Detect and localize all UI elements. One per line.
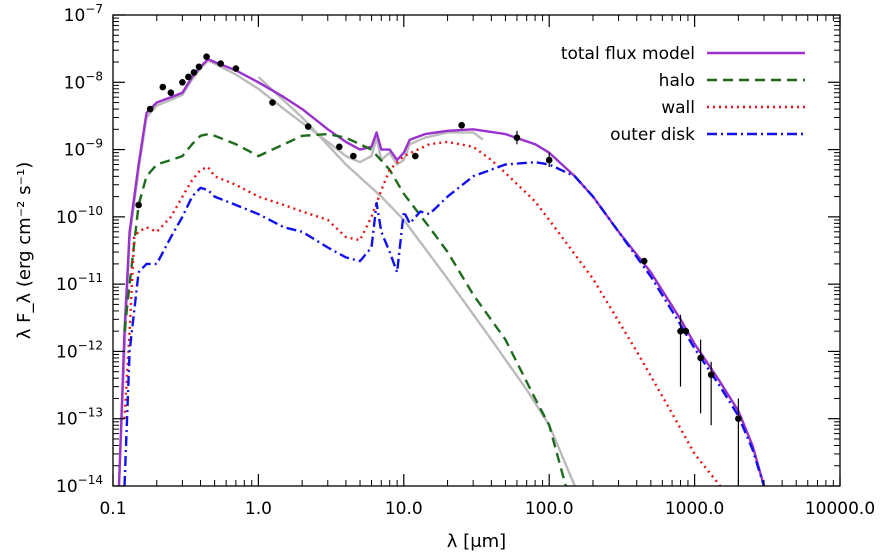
data-point [458, 121, 465, 129]
series-line-halo [123, 132, 567, 486]
data-point [217, 60, 224, 67]
legend: total flux model halo wall outer disk [561, 44, 805, 145]
data-point [195, 63, 203, 71]
legend-label: halo [659, 71, 695, 91]
data-point-marker [350, 152, 357, 160]
data-point-marker [640, 257, 648, 265]
series-line-gray-4 [117, 59, 484, 486]
plot-frame [112, 14, 841, 487]
y-tick-label: 10−9 [64, 137, 103, 161]
ticks-layer: 0.1 1.0 10.0 100.0 1000.0 10000.0 10−14 10−13 10… [56, 2, 875, 519]
data-point-marker [203, 53, 210, 61]
x-tick-label: 0.1 [99, 499, 126, 519]
data-point [146, 105, 154, 113]
data-point [135, 201, 142, 209]
data-point-marker [412, 152, 419, 160]
data-point [269, 99, 276, 106]
data-point-marker [304, 123, 312, 130]
data-point [179, 78, 186, 86]
legend-label: total flux model [561, 44, 695, 64]
series-line-wall [123, 140, 722, 486]
data-point-marker [159, 83, 167, 91]
series-layer [117, 58, 766, 486]
x-tick-label: 10000.0 [805, 499, 875, 519]
data-point-marker [179, 78, 186, 86]
data-point-marker [167, 89, 175, 97]
y-tick-label: 10−14 [56, 473, 103, 497]
data-point-marker [545, 156, 553, 164]
data-point [335, 143, 343, 151]
legend-label: outer disk [610, 125, 695, 145]
data-point-marker [707, 371, 715, 379]
y-tick-label: 10−10 [56, 204, 103, 228]
data-point [190, 69, 198, 76]
y-tick-label: 10−13 [56, 406, 103, 430]
x-tick-label: 10.0 [385, 499, 423, 519]
data-point [682, 327, 690, 335]
y-tick-label: 10−12 [56, 338, 103, 362]
data-point [412, 152, 419, 160]
data-point-marker [195, 63, 203, 71]
data-point-marker [513, 134, 521, 142]
data-point [185, 73, 192, 81]
x-tick-label: 1000.0 [665, 499, 724, 519]
data-point [513, 130, 521, 145]
data-point-marker [677, 327, 684, 335]
data-point-marker [146, 105, 154, 113]
series-line-outer-disk [123, 161, 766, 486]
data-point [735, 398, 742, 486]
data-point [167, 89, 175, 97]
data-point [545, 152, 553, 168]
data-point-marker [735, 415, 742, 423]
series-line-gray-5 [257, 76, 576, 486]
y-tick-label: 10−7 [64, 2, 103, 26]
y-axis-label: λ F_λ (erg cm⁻² s⁻¹) [14, 162, 35, 339]
data-point-marker [697, 354, 704, 362]
data-point-marker [190, 69, 198, 76]
data-point [707, 361, 715, 426]
data-point-marker [335, 143, 343, 151]
y-tick-label: 10−8 [64, 69, 103, 93]
legend-label: wall [661, 98, 695, 118]
x-axis-label: λ [μm] [447, 531, 506, 552]
data-point-marker [269, 99, 276, 106]
data-point [350, 152, 357, 160]
data-point [304, 123, 312, 130]
y-tick-label: 10−11 [56, 271, 103, 295]
data-point [203, 53, 210, 61]
data-point [232, 65, 240, 72]
data-points-layer [135, 53, 742, 486]
data-point-marker [682, 327, 690, 335]
data-point-marker [232, 65, 240, 72]
data-point [697, 339, 704, 414]
data-point [159, 83, 167, 91]
data-point [677, 314, 684, 387]
data-point-marker [185, 73, 192, 81]
x-tick-label: 100.0 [525, 499, 574, 519]
data-point-marker [217, 60, 224, 67]
data-point-marker [458, 121, 465, 129]
data-point [640, 257, 648, 265]
x-tick-label: 1.0 [245, 499, 272, 519]
data-point-marker [135, 201, 142, 209]
